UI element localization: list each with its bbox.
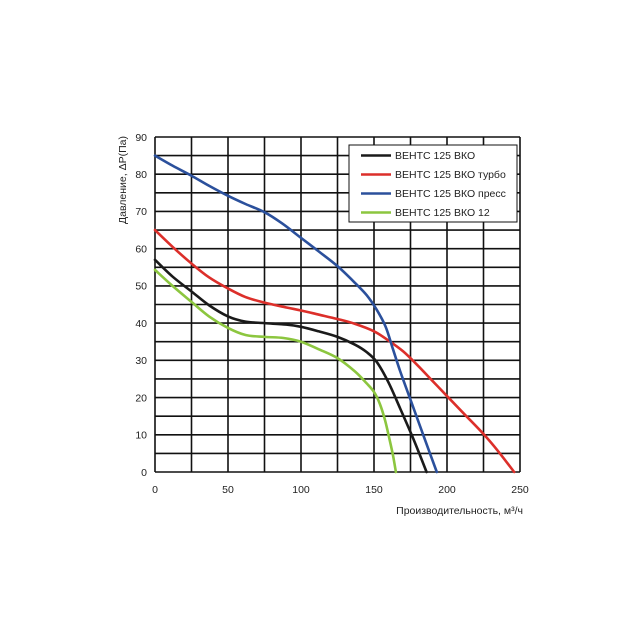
legend-entry: ВЕНТС 125 ВКО (361, 150, 475, 162)
y-tick-label: 0 (141, 467, 147, 479)
legend-entry: ВЕНТС 125 ВКО 12 (361, 207, 490, 219)
y-tick-label: 80 (135, 169, 147, 181)
legend-label: ВЕНТС 125 ВКО турбо (395, 169, 506, 181)
legend-box (348, 144, 518, 223)
x-tick-label: 250 (511, 484, 529, 496)
x-tick-label: 50 (222, 484, 234, 496)
x-tick-label: 100 (292, 484, 310, 496)
series-line-vents-125-vko-turbo (153, 228, 516, 474)
y-tick-label: 70 (135, 206, 147, 218)
legend-label: ВЕНТС 125 ВКО (395, 150, 475, 162)
series-line-vents-125-vko-press (153, 154, 439, 474)
legend: ВЕНТС 125 ВКО ВЕНТС 125 ВКО турбо ВЕНТС … (348, 144, 518, 223)
series-line-vents-125-vko (153, 258, 428, 474)
y-tick-label: 40 (135, 318, 147, 330)
y-tick-label: 90 (135, 132, 147, 144)
tick-labels: 0 50 100 150 200 250 0 10 20 30 40 50 60 70 80 90 (135, 132, 529, 496)
y-axis-label: Давление, ΔP(Па) (117, 136, 129, 224)
x-tick-label: 150 (365, 484, 383, 496)
y-tick-label: 20 (135, 392, 147, 404)
x-tick-label: 200 (438, 484, 456, 496)
series-lines (153, 154, 516, 474)
y-tick-label: 50 (135, 281, 147, 293)
x-tick-label: 0 (152, 484, 158, 496)
y-tick-label: 30 (135, 355, 147, 367)
y-tick-label: 10 (135, 430, 147, 442)
y-tick-label: 60 (135, 243, 147, 255)
legend-label: ВЕНТС 125 ВКО 12 (395, 207, 490, 219)
legend-entry: ВЕНТС 125 ВКО турбо (361, 169, 506, 181)
legend-entry: ВЕНТС 125 ВКО пресс (361, 188, 506, 200)
series-line-vents-125-vko-12 (153, 268, 398, 474)
x-axis-label: Производительность, м³/ч (396, 505, 523, 517)
legend-label: ВЕНТС 125 ВКО пресс (395, 188, 506, 200)
